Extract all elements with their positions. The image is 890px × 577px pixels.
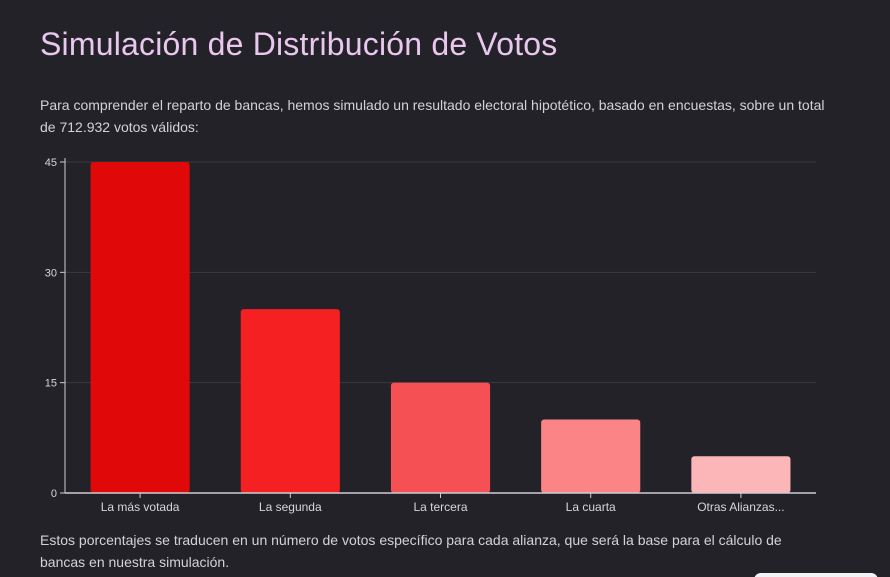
y-tick-label: 0 — [51, 488, 57, 500]
bar[interactable] — [90, 162, 190, 493]
bar[interactable] — [541, 419, 641, 493]
y-tick-label: 15 — [45, 378, 57, 390]
bar[interactable] — [240, 309, 340, 493]
x-tick-label: La segunda — [259, 500, 322, 514]
floating-button[interactable] — [754, 573, 878, 577]
intro-paragraph: Para comprender el reparto de bancas, he… — [40, 97, 825, 135]
labels: 0 15 30 45 La más votada La segunda La tercera… — [45, 157, 785, 514]
bar[interactable] — [390, 382, 491, 493]
bar-chart: 0 15 30 45 La más votada La segunda La tercera… — [45, 157, 816, 514]
x-tick-label: Otras Alianzas... — [697, 500, 784, 514]
x-tick-label: La tercera — [413, 500, 467, 514]
y-tick-label: 30 — [45, 267, 57, 279]
bar[interactable] — [691, 456, 791, 493]
y-tick-label: 45 — [45, 157, 57, 169]
axes — [60, 158, 816, 498]
page-title: Simulación de Distribución de Votos — [40, 26, 558, 62]
x-tick-label: La cuarta — [566, 500, 616, 514]
outro-paragraph: Estos porcentajes se traducen en un núme… — [40, 532, 782, 570]
x-tick-label: La más votada — [101, 500, 180, 514]
bars — [90, 162, 791, 493]
